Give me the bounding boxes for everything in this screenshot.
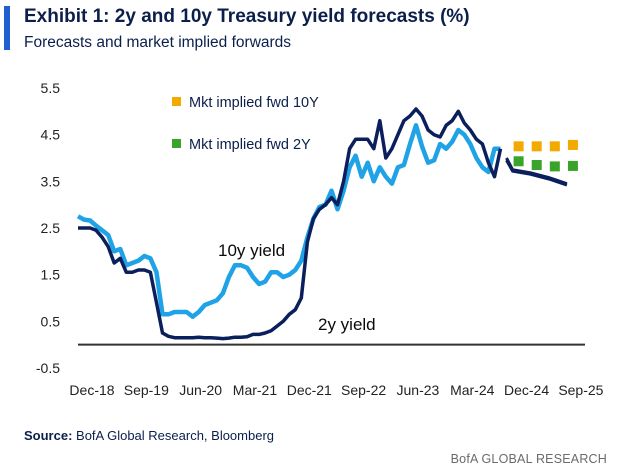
x-tick-label: Dec-21 [287, 382, 332, 398]
chart-title: Exhibit 1: 2y and 10y Treasury yield for… [24, 6, 470, 27]
source-note: Source: BofA Global Research, Bloomberg [24, 428, 274, 443]
series-line-2y [78, 107, 503, 341]
forward-marker-2y [549, 161, 560, 172]
y-tick-label: 2.5 [41, 220, 61, 236]
y-tick-label: 3.5 [41, 173, 61, 189]
forward-marker-10y [549, 141, 560, 152]
x-tick-label: Dec-24 [504, 382, 549, 398]
legend-swatch-fwd-10y [172, 97, 181, 106]
x-tick-label: Sep-19 [124, 382, 169, 398]
chart-canvas: 5.5 4.5 3.5 2.5 1.5 0.5 -0.5 Dec-18 Sep-19 Jun-20… [36, 80, 604, 398]
y-tick-label: 1.5 [41, 267, 61, 283]
source-label: Source: [24, 428, 73, 443]
chart-subtitle: Forecasts and market implied forwards [24, 34, 292, 51]
y-tick-label: 0.5 [41, 313, 61, 329]
y-tick-label: -0.5 [36, 360, 60, 376]
legend-label-fwd-10y: Mkt implied fwd 10Y [189, 95, 319, 111]
annotation-2y-yield: 2y yield [318, 315, 376, 334]
x-tick-label: Dec-18 [69, 382, 114, 398]
x-tick-label: Jun-20 [179, 382, 222, 398]
forward-marker-2y [531, 160, 542, 170]
x-tick-label: Mar-21 [233, 382, 278, 398]
legend-swatch-fwd-2y [172, 139, 181, 148]
brand-footer: BofA GLOBAL RESEARCH [450, 452, 607, 466]
series-line-10y [76, 123, 501, 319]
forward-marker-2y [513, 156, 524, 167]
accent-bar [4, 6, 10, 50]
x-tick-label: Mar-24 [450, 382, 495, 398]
annotation-10y-yield: 10y yield [218, 241, 285, 260]
forecast-line-10y [505, 157, 568, 186]
y-tick-label: 5.5 [41, 80, 61, 96]
x-tick-label: Sep-25 [558, 382, 603, 398]
forward-marker-10y [513, 141, 524, 152]
x-tick-label: Sep-22 [341, 382, 386, 398]
forward-marker-10y [567, 139, 578, 150]
forward-marker-10y [531, 141, 542, 152]
source-text: BofA Global Research, Bloomberg [72, 428, 275, 443]
legend-label-fwd-2y: Mkt implied fwd 2Y [189, 137, 311, 153]
forward-marker-2y [567, 160, 578, 171]
x-tick-label: Jun-23 [397, 382, 440, 398]
y-tick-label: 4.5 [41, 127, 61, 143]
